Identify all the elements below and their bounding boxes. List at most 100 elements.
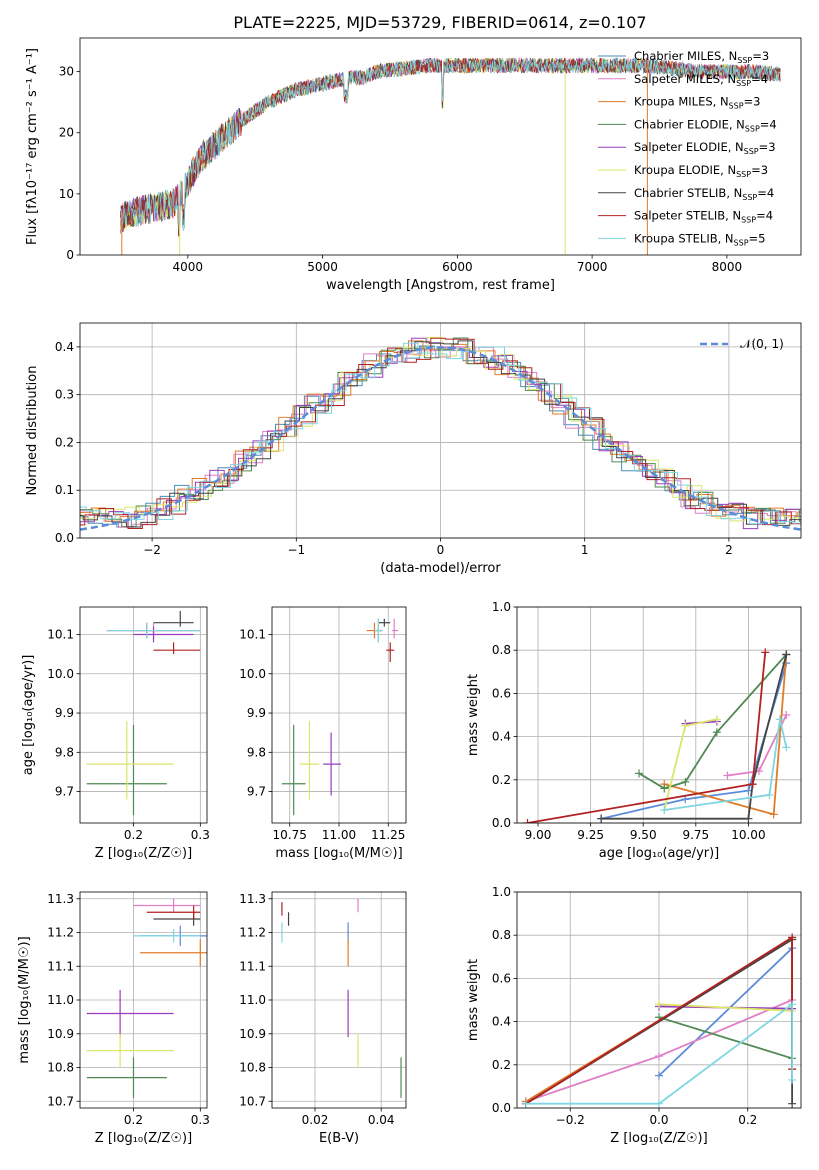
y-tick-label: 11.0 (47, 993, 74, 1007)
ticks: 9.00 9.25 9.50 9.75 10.00 0.0 0.2 0.4 0.6 0.8 1.0 (492, 600, 766, 842)
mass-weight-series (523, 648, 791, 823)
y-tick-label: 10.7 (47, 1094, 74, 1108)
y-tick-label: 10.8 (239, 1061, 266, 1075)
histogram-step-line (80, 340, 801, 528)
axes-frame (516, 891, 802, 1109)
axes-frame (79, 37, 802, 256)
mass-weight-marker (788, 1099, 797, 1108)
y-tick-label: 0.1 (55, 483, 74, 497)
y-tick-label: 0.0 (492, 1101, 511, 1115)
errorbar-series (281, 898, 402, 1098)
legend-entry: Chabrier ELODIE, NSSP=4 (634, 117, 777, 133)
mass-weight-marker (635, 769, 644, 778)
spectrum-series-line (120, 57, 781, 234)
x-tick-label: 1 (581, 543, 589, 557)
y-tick-label: 1.0 (492, 885, 511, 899)
axes-frame (271, 891, 407, 1109)
x-axis-label: wavelength [Angstrom, rest frame] (326, 278, 555, 293)
x-tick-label: 10.75 (273, 828, 307, 842)
residual-histogram-panel: −2 −1 0 1 2 0.0 0.1 0.2 0.3 0.4 (data-model)/error… (25, 322, 802, 576)
y-tick-label: 0.2 (492, 1058, 511, 1072)
mass-weight-marker (521, 1099, 530, 1108)
y-axis-label: mass weight (466, 959, 481, 1041)
y-tick-label: 1.0 (492, 600, 511, 614)
y-tick-label: 0.2 (55, 435, 74, 449)
y-tick-label: 0.8 (492, 928, 511, 942)
mass-weight-marker (681, 721, 690, 730)
legend-entry: Salpeter STELIB, NSSP=4 (634, 209, 773, 225)
y-tick-label: 10.0 (47, 667, 74, 681)
mass-weight-marker (761, 648, 770, 657)
mass-vs-ebv-panel: 0.02 0.04 10.7 10.8 10.9 11.0 11.1 11.2 11.3 E(B-… (239, 891, 407, 1146)
errorbar-series (86, 898, 207, 1098)
ticks: 0.02 0.04 10.7 10.8 10.9 11.0 11.1 11.2 11.3 (239, 892, 394, 1127)
mass-weight-marker (681, 777, 690, 786)
axes-frame (516, 606, 802, 824)
y-tick-label: 0.4 (55, 340, 74, 354)
legend-entry: Salpeter MILES, NSSP=4 (634, 72, 768, 88)
histogram-step-line (80, 336, 801, 522)
mass-weight-marker (782, 743, 791, 752)
legend-entry: Salpeter ELODIE, NSSP=3 (634, 140, 776, 156)
histogram-step-line (80, 337, 801, 529)
y-tick-label: 10.8 (47, 1061, 74, 1075)
x-tick-label: 0.02 (302, 1113, 329, 1127)
errorbar-series (86, 610, 201, 816)
x-tick-label: 9.50 (630, 828, 657, 842)
mass-weight-marker (765, 790, 774, 799)
mass-weight-marker (712, 728, 721, 737)
x-tick-label: 11.25 (371, 828, 405, 842)
y-axis-label: age [log₁₀(age/yr)] (21, 655, 36, 776)
axes-frame (79, 891, 208, 1109)
y-tick-label: 10.1 (239, 627, 266, 641)
mass-weight-marker (782, 650, 791, 659)
legend-entry: Kroupa ELODIE, NSSP=3 (634, 163, 768, 179)
y-tick-label: 11.2 (239, 926, 266, 940)
mass-weight-marker (782, 711, 791, 719)
mass-weight-marker (769, 810, 778, 819)
mass-weight-marker (788, 1075, 797, 1084)
x-tick-label: 11.00 (322, 828, 356, 842)
y-tick-label: 11.0 (239, 993, 266, 1007)
mass-weight-marker (655, 1071, 663, 1080)
mass-weight-marker (748, 780, 757, 789)
y-tick-label: 11.3 (239, 892, 266, 906)
mass-weight-marker (660, 806, 669, 815)
grid (272, 607, 406, 823)
y-tick-label: 0.6 (492, 686, 511, 700)
mass-weight-series (521, 933, 797, 1108)
y-tick-label: 10.1 (47, 627, 74, 641)
y-tick-label: 0.6 (492, 971, 511, 985)
y-tick-label: 30 (59, 65, 74, 79)
y-axis-label: mass [log₁₀(M/M☉)] (17, 936, 32, 1063)
mass-weight-marker (660, 784, 669, 793)
x-tick-label: 2 (725, 543, 733, 557)
grid (272, 892, 406, 1108)
y-tick-label: 20 (59, 126, 74, 140)
mass-weight-marker (744, 814, 753, 823)
histogram-series (80, 336, 801, 531)
mass-weight-vs-z-panel: −0.2 0.0 0.2 0.0 0.2 0.4 0.6 0.8 1.0 Z [log₁₀(Z/Z… (466, 885, 802, 1146)
legend-entry: Chabrier STELIB, NSSP=4 (634, 186, 774, 202)
ticks: 4000 5000 6000 7000 8000 0 10 20 30 (59, 65, 742, 274)
x-axis-label: mass [log₁₀(M/M☉)] (275, 846, 402, 861)
ticks: 0.2 0.3 10.7 10.8 10.9 11.0 11.1 11.2 11.3 (47, 892, 210, 1127)
x-tick-label: 9.75 (682, 828, 709, 842)
mass-weight-marker (655, 1052, 663, 1061)
figure-title: PLATE=2225, MJD=53729, FIBERID=0614, z=0… (233, 13, 646, 32)
ticks: −0.2 0.0 0.2 0.0 0.2 0.4 0.6 0.8 1.0 (492, 885, 757, 1127)
legend-entry: 𝒩(0, 1) (740, 337, 784, 351)
y-tick-label: 0.3 (55, 388, 74, 402)
axes-frame (271, 606, 407, 824)
x-tick-label: 0.0 (649, 1113, 668, 1127)
ticks: 10.75 11.00 11.25 9.7 9.8 9.9 10.0 10.1 (239, 627, 405, 842)
y-tick-label: 10.9 (239, 1027, 266, 1041)
mass-weight-marker (523, 819, 532, 823)
y-axis-label: Normed distribution (25, 366, 40, 496)
x-tick-label: 4000 (173, 260, 204, 274)
mass-weight-marker (712, 715, 721, 724)
mass-weight-marker (788, 1000, 797, 1009)
x-tick-label: 0.2 (738, 1113, 757, 1127)
age-vs-z-panel: 0.2 0.3 9.7 9.8 9.9 10.0 10.1 Z [log₁₀(Z/Z☉)] ag… (21, 606, 210, 861)
